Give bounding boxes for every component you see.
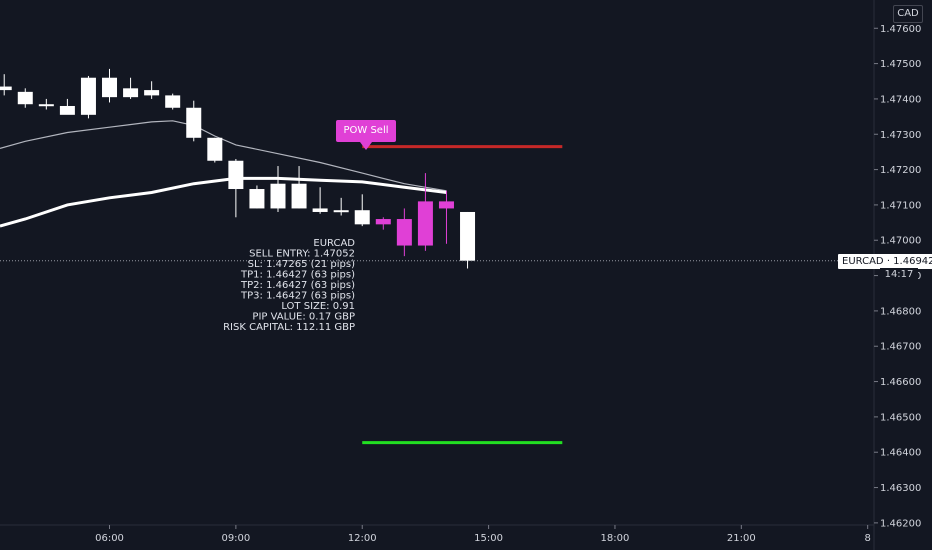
candle (375, 217, 391, 230)
price-tick-label: 1.46500 (880, 412, 921, 423)
price-tick-label: 1.47600 (880, 24, 921, 35)
candle (438, 190, 454, 244)
candle (17, 88, 33, 108)
candle (333, 197, 349, 216)
candle (312, 187, 328, 214)
candle (396, 208, 412, 257)
candle (249, 185, 265, 209)
candle-body (144, 90, 160, 96)
price-tick-label: 1.46700 (880, 342, 921, 353)
candle-body (333, 210, 349, 213)
candle (165, 93, 181, 110)
candle (102, 68, 118, 103)
current-price-value: 1.46942 (893, 256, 932, 267)
trade-info-line: LOT SIZE: 0.91 (281, 301, 355, 312)
candle (291, 166, 307, 209)
candle-body (102, 77, 118, 98)
candle-body (396, 219, 412, 246)
candle-body (270, 183, 286, 209)
trade-info-line: SL: 1.47265 (21 pips) (248, 259, 355, 270)
time-tick-label: 8 (864, 533, 870, 544)
price-tick-label: 1.47000 (880, 236, 921, 247)
candle-body (0, 86, 12, 91)
candle-body (207, 137, 223, 161)
trade-info-line: EURCAD (313, 238, 355, 249)
time-tick-label: 12:00 (348, 533, 377, 544)
currency-label[interactable]: CAD (893, 5, 923, 23)
candle-body (80, 77, 96, 115)
time-tick-label: 09:00 (221, 533, 250, 544)
moving-averages (0, 120, 447, 228)
price-tick-label: 1.47100 (880, 200, 921, 211)
ma-fast-line (0, 120, 447, 192)
price-tick-label: 1.46300 (880, 483, 921, 494)
level-lines (362, 145, 563, 445)
candle (228, 158, 244, 218)
candle-body (375, 219, 391, 225)
trade-info-line: PIP VALUE: 0.17 GBP (252, 312, 355, 323)
price-tick-label: 1.46200 (880, 518, 921, 529)
time-tick-label: 18:00 (601, 533, 630, 544)
candle-body (460, 211, 476, 261)
candle-body (438, 201, 454, 209)
price-tick-label: 1.47500 (880, 59, 921, 70)
candle-body (417, 201, 433, 246)
candle (207, 137, 223, 163)
time-tick-label: 06:00 (95, 533, 124, 544)
candle-body (354, 210, 370, 225)
trade-info-line: SELL ENTRY: 1.47052 (249, 249, 355, 260)
candle-body (123, 88, 139, 98)
candle (186, 100, 202, 142)
price-tick-label: 1.47400 (880, 94, 921, 105)
price-tick-label: 1.46600 (880, 377, 921, 388)
candle (417, 173, 433, 251)
ma-slow-line (0, 176, 447, 228)
bar-countdown: 14:17 (880, 268, 918, 282)
candle (354, 194, 370, 227)
price-tick-label: 1.46400 (880, 448, 921, 459)
time-tick-label: 15:00 (474, 533, 503, 544)
price-tick-label: 1.46800 (880, 306, 921, 317)
candle-body (17, 91, 33, 105)
trade-info-line: RISK CAPITAL: 112.11 GBP (223, 322, 355, 333)
candle-body (59, 105, 75, 115)
current-symbol: EURCAD (842, 256, 884, 267)
time-axis[interactable]: 06:00 09:00 12:00 15:00 18:00 21:00 8 (95, 525, 871, 544)
candle (59, 98, 75, 115)
candle (80, 75, 96, 119)
candle-body (228, 160, 244, 190)
candle (38, 98, 54, 110)
candle-body (312, 208, 328, 212)
candle (270, 166, 286, 212)
candle (460, 211, 476, 269)
price-tick-label: 1.47200 (880, 165, 921, 176)
candle-body (249, 189, 265, 209)
candles (0, 68, 476, 269)
trade-info-line: TP1: 1.46427 (63 pips) (240, 270, 355, 281)
trade-info-line: TP2: 1.46427 (63 pips) (240, 280, 355, 291)
candle (0, 74, 12, 96)
price-tick-label: 1.47300 (880, 130, 921, 141)
trade-info-line: TP3: 1.46427 (63 pips) (240, 291, 355, 302)
candle (144, 81, 160, 99)
candle (123, 77, 139, 99)
pow-sell-signal: POW Sell (336, 120, 396, 150)
time-tick-label: 21:00 (727, 533, 756, 544)
current-price-tag: EURCAD · 1.46942 (838, 254, 932, 269)
candle-body (291, 183, 307, 209)
candle-body (165, 95, 181, 108)
candle-body (38, 104, 54, 107)
candle-body (186, 107, 202, 138)
